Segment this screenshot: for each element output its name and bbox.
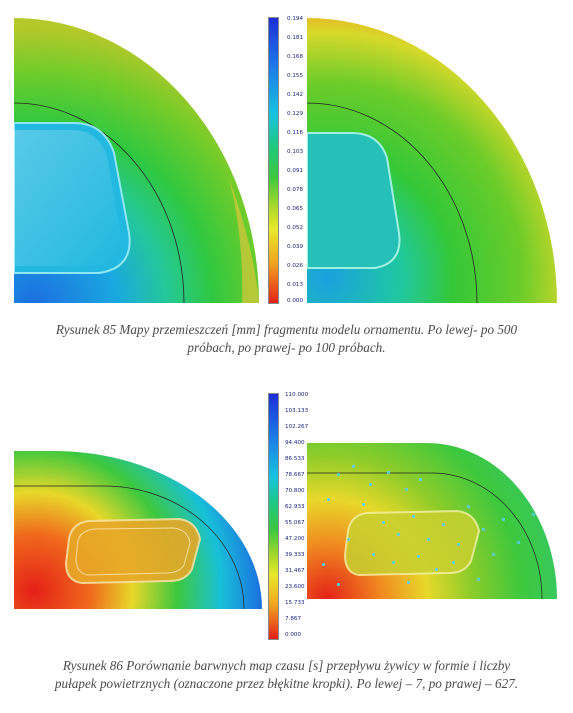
scale-label: 102.267: [285, 424, 309, 430]
scale-label: 55.067: [285, 520, 305, 526]
air-trap-dot: [452, 561, 455, 564]
scale-label: 0.129: [287, 111, 304, 117]
air-trap-dot: [407, 581, 410, 584]
scale-label: 103.133: [285, 408, 309, 414]
air-trap-dot: [427, 538, 430, 541]
air-trap-dot: [352, 465, 355, 468]
air-trap-dot: [337, 473, 340, 476]
air-trap-dot: [442, 523, 445, 526]
fig85-caption-line1: Rysunek 85 Mapy przemieszczeń [mm] fragm…: [55, 322, 518, 337]
air-trap-dot: [397, 533, 400, 536]
scale-label: 78.667: [285, 472, 305, 478]
scale-label: 0.039: [287, 244, 304, 250]
air-trap-dot: [412, 515, 415, 518]
scale-label: 0.091: [287, 168, 304, 174]
scale-label: 0.168: [287, 54, 304, 60]
fig85-left-map: [14, 18, 259, 303]
scale-label: 86.533: [285, 456, 305, 462]
scale-label: 23.600: [285, 584, 305, 590]
air-trap-dot: [417, 555, 420, 558]
fig85-right-map: [307, 18, 557, 303]
scale-label: 39.333: [285, 552, 305, 558]
air-trap-dot: [387, 471, 390, 474]
scale-label: 0.013: [287, 282, 304, 288]
fig85-color-scale: [268, 17, 279, 304]
scale-label: 15.733: [285, 600, 305, 606]
air-trap-dot: [347, 538, 350, 541]
air-trap-dot: [382, 521, 385, 524]
air-trap-dot: [337, 583, 340, 586]
scale-label: 0.026: [287, 263, 304, 269]
scale-label: 0.078: [287, 187, 304, 193]
air-trap-dot: [492, 553, 495, 556]
scale-label: 0.142: [287, 92, 304, 98]
scale-label: 110.000: [285, 392, 309, 398]
air-trap-dot: [502, 518, 505, 521]
scale-label: 0.052: [287, 225, 304, 231]
air-trap-dot: [405, 488, 408, 491]
air-trap-dot: [362, 503, 365, 506]
air-trap-dot: [419, 478, 422, 481]
air-trap-dot: [392, 561, 395, 564]
scale-label: 0.000: [285, 632, 302, 638]
fig86-left-map: [14, 451, 262, 609]
fig86-caption: Rysunek 86 Porównanie barwnych map czasu…: [0, 657, 573, 693]
air-trap-dot: [435, 568, 438, 571]
air-trap-dot: [517, 541, 520, 544]
fig86-right-map: [307, 443, 557, 599]
scale-label: 94.400: [285, 440, 305, 446]
scale-label: 70.800: [285, 488, 305, 494]
scale-label: 0.103: [287, 149, 304, 155]
fig86-color-scale: [268, 393, 279, 640]
scale-label: 62.933: [285, 504, 305, 510]
air-trap-dot: [327, 498, 330, 501]
air-trap-dot: [457, 543, 460, 546]
air-trap-dot: [369, 483, 372, 486]
scale-label: 47.200: [285, 536, 305, 542]
scale-label: 0.116: [287, 130, 304, 136]
fig85-caption-line2: próbach, po prawej- po 100 próbach.: [187, 340, 386, 355]
air-trap-dot: [372, 553, 375, 556]
fig86-caption-line1: Rysunek 86 Porównanie barwnych map czasu…: [62, 658, 511, 673]
fig85-caption: Rysunek 85 Mapy przemieszczeń [mm] fragm…: [0, 321, 573, 357]
air-trap-dot: [532, 513, 535, 516]
air-trap-dot: [322, 563, 325, 566]
scale-label: 0.155: [287, 73, 304, 79]
air-trap-dot: [477, 578, 480, 581]
air-trap-dot: [467, 505, 470, 508]
scale-label: 0.000: [287, 298, 304, 304]
scale-label: 7.867: [285, 616, 302, 622]
scale-label: 0.065: [287, 206, 304, 212]
scale-label: 0.194: [287, 16, 304, 22]
scale-label: 0.181: [287, 35, 304, 41]
fig86-caption-line2: pułapek powietrznych (oznaczone przez bł…: [54, 676, 519, 691]
air-trap-dot: [482, 528, 485, 531]
scale-label: 31.467: [285, 568, 305, 574]
